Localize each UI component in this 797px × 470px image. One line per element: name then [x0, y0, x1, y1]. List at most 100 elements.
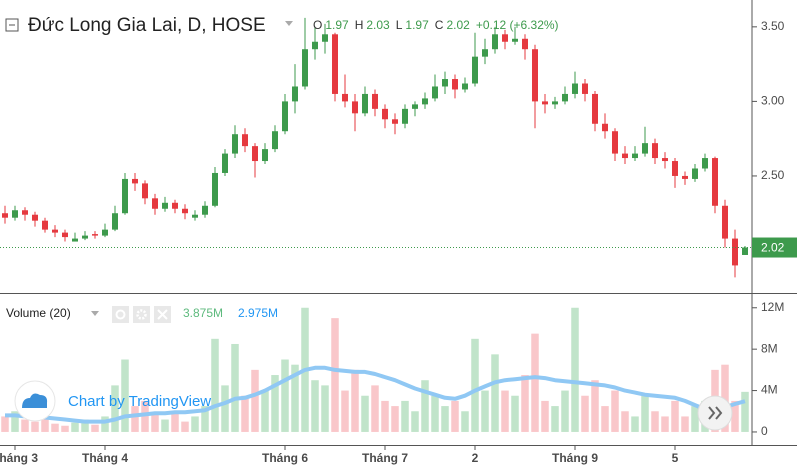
volume-bar	[551, 406, 559, 432]
candle-body	[232, 134, 238, 154]
candle-body	[92, 234, 98, 236]
candle-body	[622, 153, 628, 159]
menu-arrow[interactable]	[285, 21, 293, 26]
candle-body	[562, 93, 568, 102]
volume-bar	[281, 359, 289, 432]
volume-bar	[331, 318, 339, 432]
candle-body	[712, 158, 718, 206]
candle-body	[592, 93, 598, 124]
candle-body	[702, 158, 708, 169]
volume-bar	[151, 413, 159, 432]
candle-body	[672, 161, 678, 176]
candle-body	[12, 210, 18, 218]
candle-body	[82, 235, 88, 239]
volume-bar	[171, 411, 179, 432]
ohlc-legend: O 1.97 H 2.03 L 1.97 C 2.02 +0.12 (+6.32%)	[313, 18, 559, 32]
volume-bar	[101, 416, 109, 432]
candle-body	[192, 214, 198, 218]
volume-bar	[91, 424, 99, 432]
volume-bar	[321, 385, 329, 432]
volume-bar	[141, 400, 149, 432]
menu-arrow[interactable]	[91, 311, 99, 316]
candle-body	[412, 104, 418, 109]
candle-body	[462, 83, 468, 90]
volume-bar	[741, 391, 749, 432]
candle-body	[692, 168, 698, 179]
volume-bar	[631, 416, 639, 432]
y-tick-label: 4M	[761, 383, 778, 397]
candle-body	[72, 238, 78, 242]
candle-body	[2, 213, 8, 218]
candle-body	[582, 83, 588, 94]
volume-bar	[561, 390, 569, 432]
candle-body	[202, 205, 208, 215]
candle-body	[612, 131, 618, 154]
volume-bar	[11, 411, 19, 432]
settings-button[interactable]	[133, 306, 150, 323]
candle-body	[362, 93, 368, 114]
candle-body	[432, 86, 438, 99]
volume-bar	[691, 406, 699, 432]
candle-body	[22, 210, 28, 215]
volume-bar	[291, 364, 299, 432]
volume-bar	[731, 400, 739, 432]
volume-ma-line	[5, 365, 746, 424]
volume-bar	[541, 400, 549, 432]
candle-body	[492, 34, 498, 50]
volume-bar	[491, 354, 499, 432]
watermark[interactable]: Chart by TradingView	[68, 393, 211, 410]
volume-bar	[31, 421, 39, 432]
candle-body	[272, 131, 278, 150]
candle-body	[722, 205, 728, 239]
ohlc-h-label: H	[355, 18, 364, 32]
eye-button[interactable]	[112, 306, 129, 323]
volume-bar	[261, 390, 269, 432]
candle-body	[602, 123, 608, 132]
ohlc-o: 1.97	[325, 18, 349, 32]
candle-body	[382, 108, 388, 120]
volume-title: Volume (20)	[6, 306, 71, 320]
ohlc-l: 1.97	[405, 18, 429, 32]
candle-body	[502, 34, 508, 42]
volume-bar	[661, 416, 669, 432]
last-price-label: 2.02	[761, 241, 785, 255]
candle-body	[242, 134, 248, 147]
gear-icon	[136, 309, 147, 320]
volume-bar	[601, 406, 609, 432]
candle-body	[732, 238, 738, 266]
candle-body	[312, 41, 318, 50]
volume-bar	[161, 419, 169, 432]
candle-body	[402, 108, 408, 124]
candle-body	[222, 153, 228, 173]
ohlc-c: 2.02	[446, 18, 470, 32]
volume-bar	[391, 406, 399, 432]
x-tick-label: Tháng 4	[82, 451, 128, 465]
volume-bar	[311, 380, 319, 432]
candle-body	[302, 49, 308, 87]
y-tick-label: 3.00	[761, 94, 785, 108]
volume-bar	[181, 421, 189, 432]
eye-icon	[115, 309, 126, 320]
volume-bar	[641, 395, 649, 432]
volume-bar	[451, 400, 459, 432]
candle-body	[62, 232, 68, 238]
volume-ma-value: 2.975M	[238, 306, 278, 320]
price-pane	[0, 17, 752, 278]
candle-body	[512, 38, 518, 42]
candle-body	[652, 143, 658, 159]
candle-body	[262, 149, 268, 162]
volume-bar	[651, 411, 659, 432]
volume-bar	[121, 359, 129, 432]
candle-body	[132, 178, 138, 184]
volume-value: 3.875M	[183, 306, 223, 320]
ohlc-l-label: L	[396, 18, 403, 32]
candle-body	[522, 38, 528, 50]
x-tick-label: Tháng 9	[552, 451, 598, 465]
volume-bar	[21, 419, 29, 432]
candle-body	[42, 220, 48, 230]
candle-body	[392, 119, 398, 124]
volume-bar	[131, 406, 139, 432]
volume-bar	[671, 400, 679, 432]
volume-bar	[511, 395, 519, 432]
candle-body	[372, 93, 378, 109]
